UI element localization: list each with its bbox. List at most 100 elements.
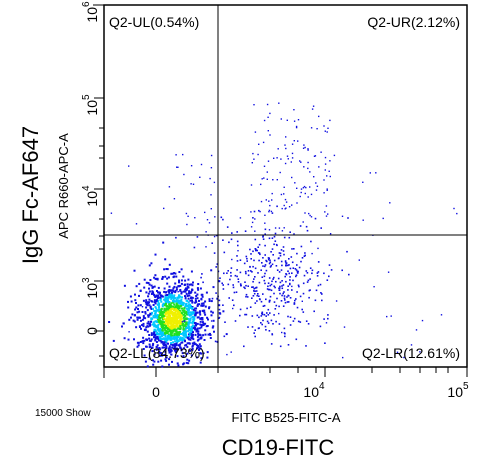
- event-dot: [299, 160, 301, 162]
- event-dot: [202, 304, 205, 307]
- event-dot: [180, 315, 183, 318]
- event-dot: [284, 275, 286, 278]
- event-dot: [218, 299, 221, 302]
- event-dot: [167, 321, 169, 324]
- event-dot: [291, 176, 293, 179]
- event-dot: [316, 275, 319, 277]
- event-dot: [187, 297, 190, 300]
- event-dot: [160, 322, 163, 325]
- event-dot: [167, 319, 170, 322]
- event-dot: [258, 316, 260, 319]
- event-dot: [157, 304, 160, 307]
- event-dot: [263, 304, 266, 307]
- event-dot: [187, 322, 190, 324]
- event-dot: [311, 108, 314, 110]
- event-dot: [194, 299, 197, 302]
- event-dot: [184, 314, 187, 317]
- event-dot: [148, 290, 151, 293]
- event-dot: [180, 298, 183, 301]
- event-dot: [326, 279, 329, 281]
- event-dot: [175, 236, 177, 239]
- event-dot: [150, 346, 153, 349]
- event-dot: [175, 298, 178, 301]
- event-dot: [161, 354, 164, 357]
- event-dot: [288, 236, 291, 239]
- event-dot: [157, 291, 159, 294]
- event-dot: [199, 317, 202, 320]
- event-dot: [165, 356, 168, 359]
- event-dot: [283, 327, 286, 330]
- event-dot: [271, 280, 273, 283]
- event-dot: [156, 335, 159, 338]
- event-dot: [276, 205, 278, 208]
- event-dot: [156, 309, 159, 312]
- event-dot: [403, 356, 405, 359]
- events-count-label: 15000 Show: [35, 408, 91, 419]
- event-dot: [237, 278, 240, 280]
- event-dot: [307, 323, 310, 325]
- event-dot: [204, 305, 207, 308]
- event-dot: [267, 285, 269, 288]
- event-dot: [324, 342, 326, 344]
- event-dot: [285, 273, 288, 276]
- event-dot: [172, 305, 175, 308]
- event-dot: [200, 352, 203, 355]
- event-dot: [293, 302, 296, 304]
- event-dot: [175, 154, 177, 156]
- event-dot: [199, 176, 201, 178]
- event-dot: [256, 314, 259, 317]
- event-dot: [292, 320, 295, 322]
- event-dot: [325, 205, 328, 207]
- event-dot: [191, 327, 194, 330]
- event-dot: [192, 183, 195, 185]
- event-dot: [188, 303, 191, 306]
- event-dot: [222, 288, 225, 290]
- event-dot: [219, 277, 221, 279]
- event-dot: [287, 301, 290, 303]
- event-dot: [168, 186, 171, 188]
- event-dot: [273, 243, 275, 246]
- event-dot: [259, 253, 261, 256]
- event-dot: [161, 327, 164, 330]
- event-dot: [244, 313, 246, 316]
- event-dot: [167, 349, 170, 352]
- event-dot: [199, 345, 202, 348]
- event-dot: [154, 302, 157, 305]
- event-dot: [251, 315, 254, 317]
- event-dot: [162, 343, 165, 346]
- event-dot: [129, 295, 132, 298]
- event-dot: [273, 301, 276, 303]
- event-dot: [225, 333, 228, 336]
- event-dot: [187, 301, 190, 304]
- event-dot: [151, 300, 154, 303]
- event-dot: [145, 338, 148, 341]
- event-dot: [178, 305, 181, 308]
- event-dot: [188, 306, 191, 309]
- event-dot: [142, 348, 145, 350]
- event-dot: [171, 310, 173, 313]
- event-dot: [419, 351, 421, 353]
- event-dot: [161, 304, 164, 307]
- event-dot: [140, 327, 142, 330]
- event-dot: [329, 233, 332, 235]
- event-dot: [164, 291, 167, 294]
- event-dot: [283, 227, 285, 229]
- event-dot: [193, 318, 196, 320]
- event-dot: [244, 281, 246, 283]
- event-dot: [261, 276, 264, 278]
- event-dot: [289, 283, 291, 286]
- event-dot: [296, 291, 298, 293]
- event-dot: [159, 328, 162, 331]
- event-dot: [295, 126, 298, 129]
- event-dot: [154, 313, 157, 316]
- event-dot: [160, 352, 163, 355]
- event-dot: [162, 241, 165, 244]
- event-dot: [274, 286, 276, 289]
- event-dot: [161, 320, 164, 323]
- event-dot: [179, 300, 182, 303]
- event-dot: [156, 303, 159, 306]
- event-dot: [158, 321, 161, 324]
- event-dot: [160, 332, 163, 335]
- event-dot: [250, 270, 252, 272]
- event-dot: [312, 105, 315, 107]
